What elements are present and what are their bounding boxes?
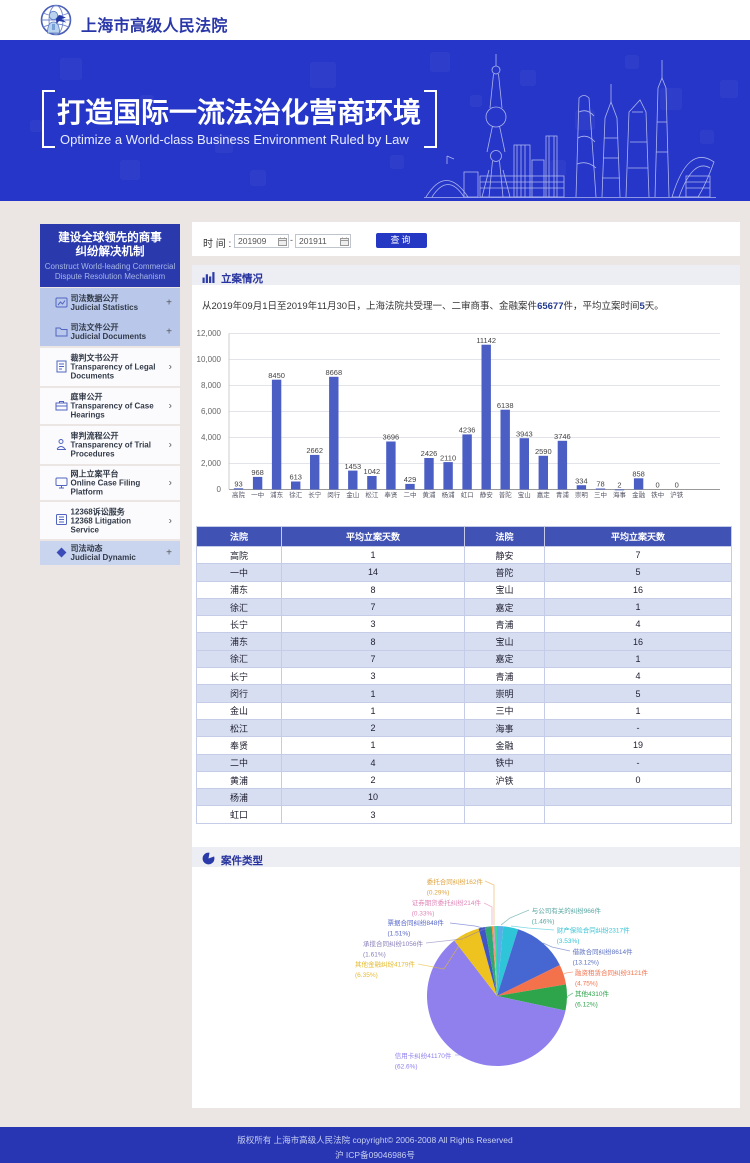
svg-text:三中: 三中 bbox=[594, 490, 607, 499]
svg-text:静安: 静安 bbox=[480, 490, 494, 499]
svg-text:6138: 6138 bbox=[497, 401, 514, 410]
svg-text:青浦: 青浦 bbox=[556, 490, 570, 499]
svg-text:(0.33%): (0.33%) bbox=[412, 911, 435, 918]
svg-text:78: 78 bbox=[596, 480, 604, 489]
svg-text:1453: 1453 bbox=[344, 462, 361, 471]
svg-text:6,000: 6,000 bbox=[201, 407, 222, 416]
svg-text:闵行: 闵行 bbox=[327, 490, 341, 499]
svg-text:8450: 8450 bbox=[268, 371, 285, 380]
svg-text:334: 334 bbox=[575, 476, 588, 485]
svg-text:2426: 2426 bbox=[421, 449, 438, 458]
svg-text:0: 0 bbox=[656, 481, 660, 490]
svg-text:0: 0 bbox=[675, 481, 679, 490]
svg-text:2662: 2662 bbox=[306, 446, 323, 455]
svg-text:其他金融纠纷4179件: 其他金融纠纷4179件 bbox=[355, 960, 415, 969]
svg-text:虹口: 虹口 bbox=[461, 490, 474, 499]
svg-text:(13.12%): (13.12%) bbox=[573, 960, 599, 967]
svg-text:票据合同纠纷848件: 票据合同纠纷848件 bbox=[388, 918, 445, 927]
svg-text:普陀: 普陀 bbox=[499, 490, 513, 499]
svg-text:613: 613 bbox=[289, 473, 302, 482]
svg-text:长宁: 长宁 bbox=[308, 490, 322, 499]
svg-text:3943: 3943 bbox=[516, 429, 533, 438]
svg-text:松江: 松江 bbox=[365, 490, 379, 499]
svg-text:858: 858 bbox=[632, 470, 645, 479]
svg-text:宝山: 宝山 bbox=[518, 490, 531, 499]
svg-text:其他4310件: 其他4310件 bbox=[575, 989, 609, 998]
svg-text:高院: 高院 bbox=[232, 490, 246, 499]
svg-text:沪铁: 沪铁 bbox=[670, 490, 684, 499]
svg-text:证券期货委托纠纷214件: 证券期货委托纠纷214件 bbox=[412, 898, 482, 907]
svg-text:3746: 3746 bbox=[554, 432, 571, 441]
svg-text:信用卡纠纷41170件: 信用卡纠纷41170件 bbox=[395, 1051, 452, 1060]
svg-text:2590: 2590 bbox=[535, 447, 552, 456]
svg-text:财产保险合同纠纷2317件: 财产保险合同纠纷2317件 bbox=[557, 926, 630, 935]
svg-text:(3.53%): (3.53%) bbox=[557, 938, 580, 945]
svg-text:4,000: 4,000 bbox=[201, 433, 222, 442]
svg-text:与公司有关的纠纷966件: 与公司有关的纠纷966件 bbox=[532, 906, 602, 915]
svg-text:奉贤: 奉贤 bbox=[384, 490, 398, 499]
svg-text:融资租赁合同纠纷3121件: 融资租赁合同纠纷3121件 bbox=[575, 968, 648, 977]
svg-text:二中: 二中 bbox=[404, 490, 417, 499]
svg-text:(1.51%): (1.51%) bbox=[388, 931, 411, 938]
svg-text:(4.75%): (4.75%) bbox=[575, 981, 598, 988]
svg-text:968: 968 bbox=[251, 468, 264, 477]
svg-text:1042: 1042 bbox=[364, 467, 381, 476]
svg-text:10,000: 10,000 bbox=[197, 355, 222, 364]
svg-text:杨浦: 杨浦 bbox=[442, 490, 456, 499]
svg-text:(6.35%): (6.35%) bbox=[355, 972, 378, 979]
svg-text:一中: 一中 bbox=[251, 490, 264, 499]
svg-text:嘉定: 嘉定 bbox=[537, 490, 551, 499]
svg-text:(1.46%): (1.46%) bbox=[532, 919, 555, 926]
svg-text:铁中: 铁中 bbox=[651, 490, 664, 499]
svg-text:0: 0 bbox=[217, 485, 222, 494]
svg-text:(6.12%): (6.12%) bbox=[575, 1002, 598, 1009]
svg-text:浦东: 浦东 bbox=[270, 490, 284, 499]
svg-text:(0.29%): (0.29%) bbox=[427, 890, 450, 897]
svg-text:金山: 金山 bbox=[346, 490, 359, 499]
svg-text:借款合同纠纷8614件: 借款合同纠纷8614件 bbox=[573, 947, 633, 956]
svg-text:8668: 8668 bbox=[325, 368, 342, 377]
svg-text:429: 429 bbox=[404, 475, 417, 484]
svg-text:2: 2 bbox=[617, 481, 621, 490]
svg-text:2,000: 2,000 bbox=[201, 459, 222, 468]
svg-text:12,000: 12,000 bbox=[197, 329, 222, 338]
svg-text:海事: 海事 bbox=[613, 490, 627, 499]
svg-text:黄浦: 黄浦 bbox=[423, 490, 437, 499]
svg-text:11142: 11142 bbox=[476, 336, 496, 345]
svg-text:2110: 2110 bbox=[440, 453, 456, 462]
svg-text:3696: 3696 bbox=[383, 433, 400, 442]
svg-text:(62.6%): (62.6%) bbox=[395, 1064, 418, 1071]
svg-text:93: 93 bbox=[234, 480, 242, 489]
svg-text:徐汇: 徐汇 bbox=[289, 490, 303, 499]
svg-text:(1.61%): (1.61%) bbox=[363, 952, 386, 959]
svg-text:崇明: 崇明 bbox=[575, 491, 589, 499]
svg-text:承揽合同纠纷1056件: 承揽合同纠纷1056件 bbox=[363, 939, 423, 948]
svg-text:委托合同纠纷162件: 委托合同纠纷162件 bbox=[427, 877, 484, 886]
svg-text:4236: 4236 bbox=[459, 426, 476, 435]
svg-text:8,000: 8,000 bbox=[201, 381, 222, 390]
svg-text:金融: 金融 bbox=[632, 490, 646, 499]
